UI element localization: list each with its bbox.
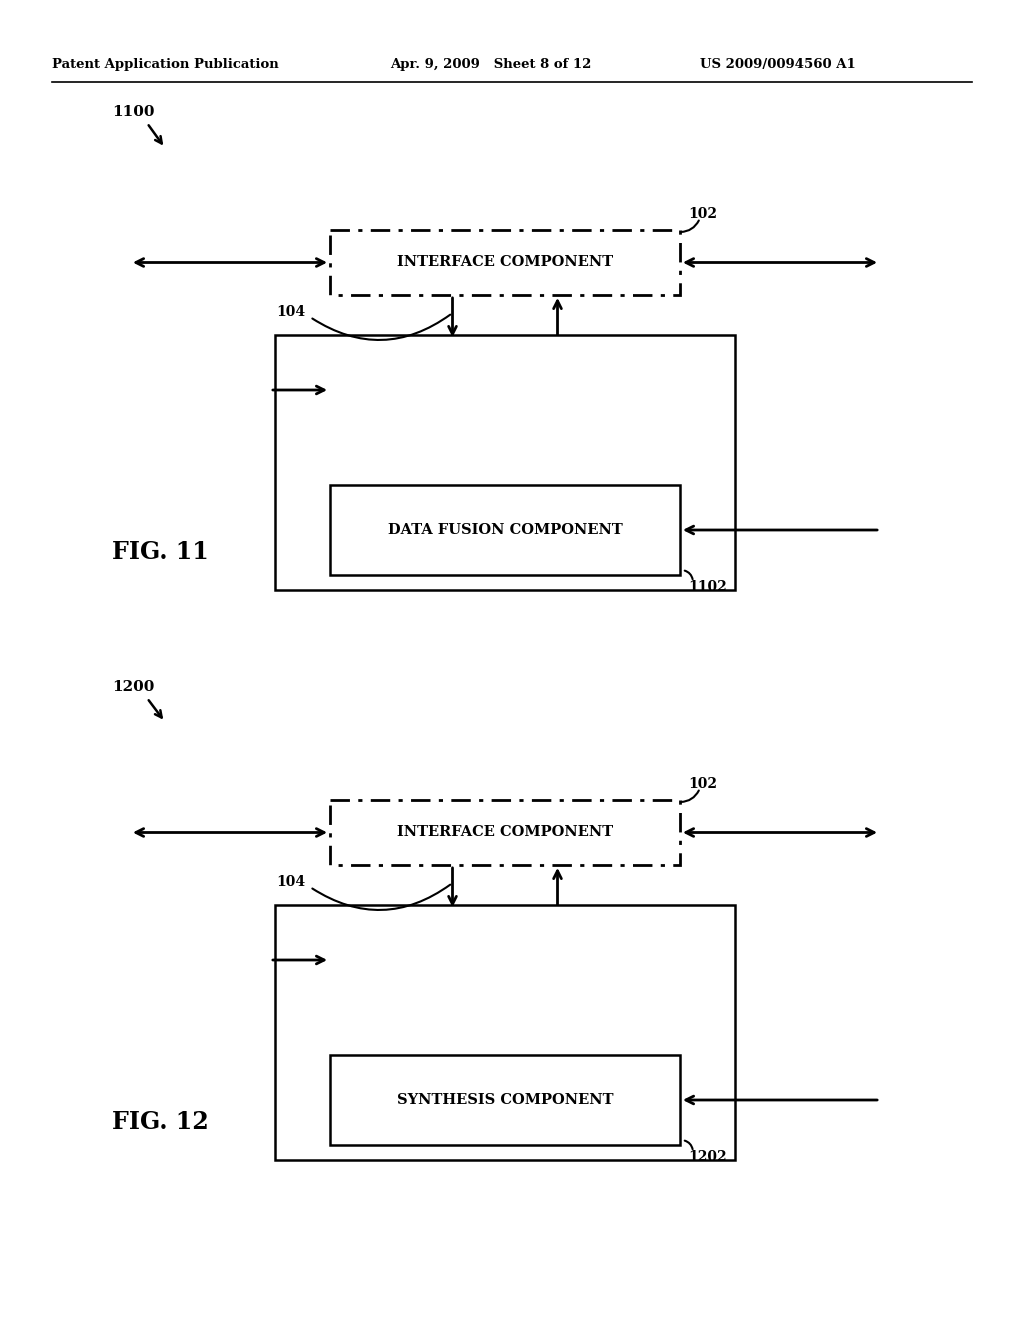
Text: US 2009/0094560 A1: US 2009/0094560 A1 bbox=[700, 58, 856, 71]
Text: Patent Application Publication: Patent Application Publication bbox=[52, 58, 279, 71]
Text: INTERFACE COMPONENT: INTERFACE COMPONENT bbox=[397, 825, 613, 840]
Text: 1102: 1102 bbox=[688, 579, 727, 594]
Bar bbox=[330, 909, 680, 1010]
Text: DATA FUSION COMPONENT: DATA FUSION COMPONENT bbox=[388, 523, 623, 537]
Text: 102: 102 bbox=[688, 207, 717, 220]
Text: 104: 104 bbox=[275, 305, 305, 319]
Text: 102: 102 bbox=[688, 777, 717, 791]
Text: SELECTION SYSTEM: SELECTION SYSTEM bbox=[418, 383, 592, 397]
Bar bbox=[330, 484, 680, 576]
Text: SYNTHESIS COMPONENT: SYNTHESIS COMPONENT bbox=[396, 1093, 613, 1107]
Text: INTERFACE COMPONENT: INTERFACE COMPONENT bbox=[397, 256, 613, 269]
Bar bbox=[330, 341, 680, 440]
Text: 1100: 1100 bbox=[112, 106, 155, 119]
Bar bbox=[330, 1055, 680, 1144]
Bar bbox=[330, 800, 680, 865]
Text: Apr. 9, 2009   Sheet 8 of 12: Apr. 9, 2009 Sheet 8 of 12 bbox=[390, 58, 592, 71]
Text: 1200: 1200 bbox=[112, 680, 155, 694]
Bar bbox=[275, 906, 735, 1160]
Text: 1202: 1202 bbox=[688, 1150, 727, 1164]
Bar bbox=[330, 230, 680, 294]
Text: SELECTION SYSTEM: SELECTION SYSTEM bbox=[418, 953, 592, 968]
Text: FIG. 12: FIG. 12 bbox=[112, 1110, 209, 1134]
Text: FIG. 11: FIG. 11 bbox=[112, 540, 209, 564]
Bar bbox=[275, 335, 735, 590]
Text: 104: 104 bbox=[275, 875, 305, 888]
